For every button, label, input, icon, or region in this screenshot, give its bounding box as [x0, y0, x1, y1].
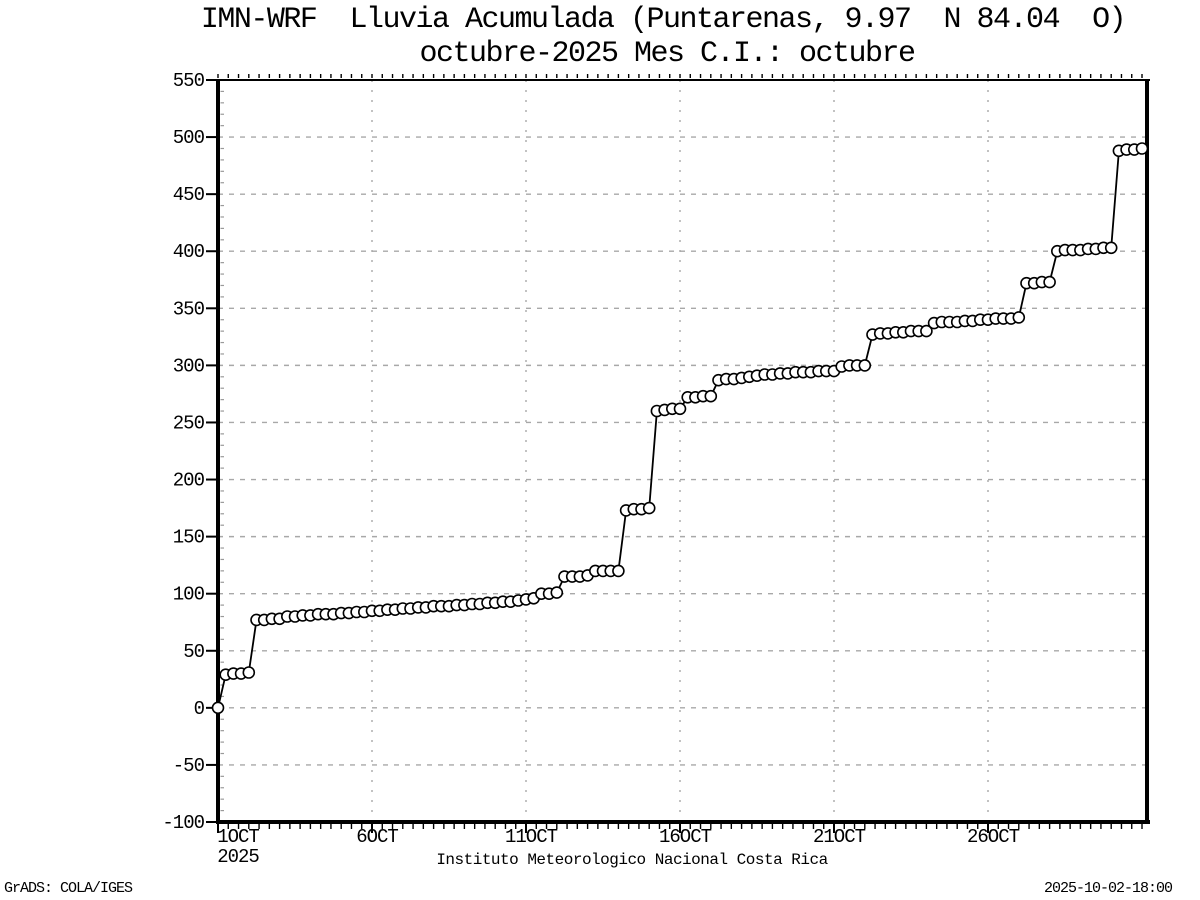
x-tick-year-label: 2025 — [217, 846, 259, 868]
data-point-marker — [642, 501, 656, 515]
x-axis-caption: Instituto Meteorologico Nacional Costa R… — [436, 851, 828, 869]
x-tick-label: 11OCT — [505, 826, 558, 848]
y-tick-label: 200 — [173, 470, 205, 492]
x-tick-label: 6OCT — [356, 826, 398, 848]
x-tick-label: 1OCT — [217, 826, 259, 848]
y-tick-label: 150 — [173, 527, 205, 549]
data-point-marker — [1135, 142, 1149, 155]
chart-title: IMN-WRF Lluvia Acumulada (Puntarenas, 9.… — [200, 3, 1127, 37]
data-point-marker — [1043, 275, 1056, 289]
y-tick-label: -100 — [162, 812, 204, 834]
chart-subtitle: octubre-2025 Mes C.I.: octubre — [419, 37, 916, 71]
y-tick-label: 0 — [194, 698, 205, 720]
y-tick-label: 100 — [173, 584, 205, 606]
x-tick-label: 21OCT — [813, 826, 866, 848]
data-point-marker — [1012, 311, 1026, 324]
data-point-marker — [242, 666, 256, 679]
data-point-marker — [550, 586, 564, 599]
data-point-marker — [1104, 241, 1118, 255]
y-tick-label: 550 — [173, 70, 205, 92]
data-point-marker — [920, 324, 933, 338]
data-line — [217, 147, 1143, 709]
y-tick-label: 300 — [173, 355, 205, 377]
y-tick-label: 500 — [173, 127, 205, 149]
y-tick-label: 350 — [173, 298, 205, 320]
y-tick-label: 50 — [183, 641, 204, 663]
data-point-marker — [612, 564, 625, 578]
x-tick-label: 16OCT — [659, 826, 712, 848]
x-tick-label: 26OCT — [967, 826, 1020, 848]
render-timestamp: 2025-10-02-18:00 — [1043, 880, 1173, 897]
data-point-marker — [673, 402, 687, 416]
y-tick-label: 450 — [173, 184, 205, 206]
y-tick-label: -50 — [173, 755, 205, 777]
data-point-marker — [858, 359, 872, 372]
y-tick-label: 400 — [173, 241, 205, 263]
y-tick-label: 250 — [173, 412, 205, 434]
data-point-marker — [211, 701, 225, 715]
grads-credit-label: GrADS: COLA/IGES — [4, 880, 133, 897]
data-point-marker — [704, 389, 718, 403]
